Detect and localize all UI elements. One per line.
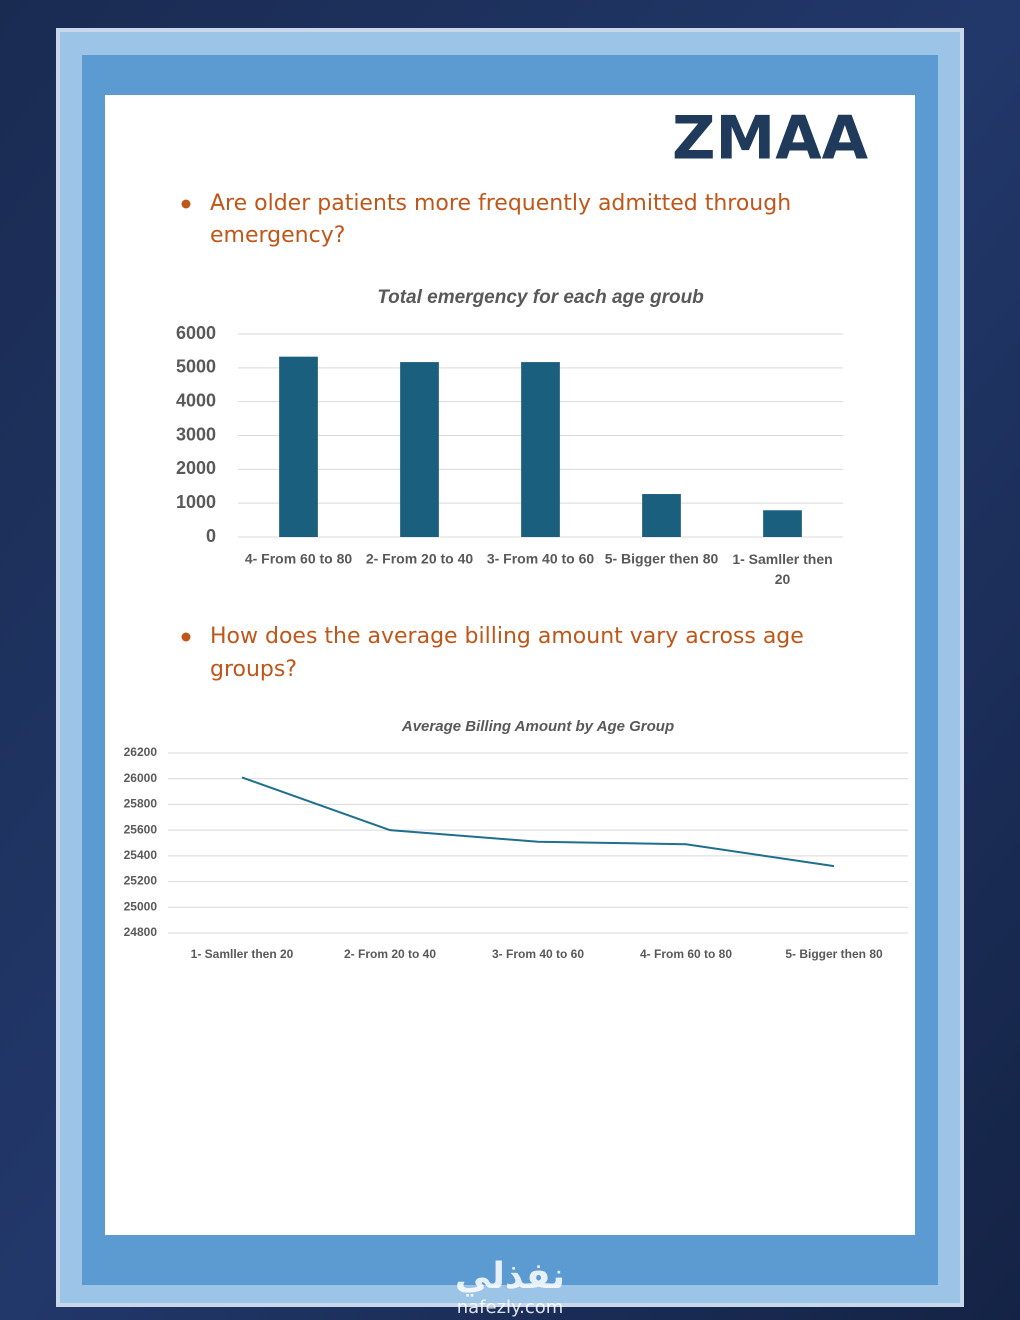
y-tick-label: 4000 [176, 390, 216, 410]
y-tick-label: 3000 [176, 424, 216, 444]
bullet [181, 199, 191, 209]
sheet [105, 95, 915, 1235]
logo: ZMAA [672, 104, 869, 174]
y-tick-label: 25400 [124, 848, 158, 862]
x-tick-label: 1- Samller then 20 [732, 551, 832, 587]
y-tick-label: 2000 [176, 458, 216, 478]
question: How does the average billing amount vary… [210, 624, 804, 682]
bullet [181, 632, 191, 642]
y-tick-label: 26200 [124, 745, 158, 759]
line [241, 776, 835, 868]
x-tick-label: 3- From 40 to 60 [492, 947, 584, 961]
x-tick-label: 2- From 20 to 40 [366, 551, 474, 567]
y-tick-label: 25000 [124, 899, 158, 913]
y-tick-label: 25600 [124, 822, 158, 836]
x-tick-label: 1- Samller then 20 [191, 947, 294, 961]
y-tick-label: 25200 [124, 874, 158, 888]
y-tick-label: 25800 [124, 797, 158, 811]
watermark: نفذلي [455, 1256, 565, 1297]
chart-title: Average Billing Amount by Age Group [401, 718, 674, 735]
x-tick-label: 5- Bigger then 80 [785, 947, 883, 961]
x-tick-label: 5- Bigger then 80 [605, 551, 719, 567]
y-tick-label: 1000 [176, 492, 216, 512]
y-tick-label: 26000 [124, 771, 158, 785]
bar [400, 362, 439, 537]
y-tick-label: 0 [206, 526, 216, 546]
watermark-url: nafezly.com [457, 1297, 564, 1318]
bar [642, 494, 681, 537]
y-tick-label: 5000 [176, 357, 216, 377]
x-tick-label: 4- From 60 to 80 [245, 551, 353, 567]
question: Are older patients more frequently admit… [210, 191, 791, 248]
bar [763, 510, 802, 537]
bar [279, 356, 318, 537]
y-tick-label: 6000 [176, 323, 216, 343]
bar [521, 362, 560, 537]
x-tick-label: 2- From 20 to 40 [344, 947, 436, 961]
x-tick-label: 3- From 40 to 60 [487, 551, 595, 567]
x-tick-label: 4- From 60 to 80 [640, 947, 732, 961]
y-tick-label: 24800 [124, 925, 158, 939]
chart-title: Total emergency for each age groub [377, 287, 704, 308]
